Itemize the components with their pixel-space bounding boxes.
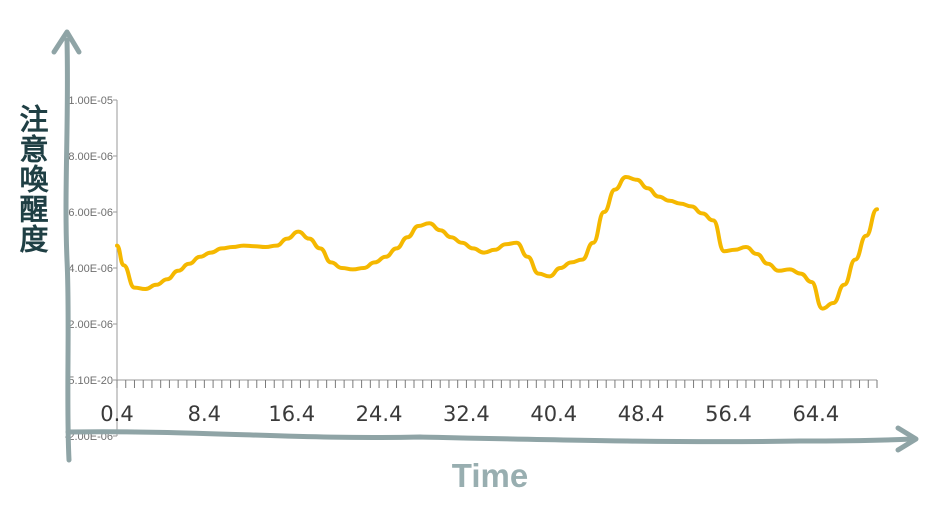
y-tick-label: 4.00E-06 xyxy=(68,263,113,275)
y-tick-label: 5.10E-20 xyxy=(68,375,113,387)
axes-layer: 1.00E-05 8.00E-06 6.00E-06 4.00E-06 2.00E-06… xyxy=(65,95,878,443)
y-tick-label: 2.00E-06 xyxy=(68,319,113,331)
x-arrow-shaft xyxy=(65,429,915,445)
series-line xyxy=(115,175,879,311)
x-tick-label: 24.4 xyxy=(356,402,403,426)
x-arrowhead xyxy=(895,425,919,453)
x-tick-label: 16.4 xyxy=(268,402,315,426)
x-tick-label: 32.4 xyxy=(443,402,490,426)
y-tick-label: 8.00E-06 xyxy=(68,151,113,163)
y-arrowhead xyxy=(51,29,82,55)
x-tick-label: 56.4 xyxy=(705,402,752,426)
x-tick-label: 0.4 xyxy=(100,402,133,426)
x-tick-label: 40.4 xyxy=(530,402,577,426)
series-layer xyxy=(115,175,879,311)
y-axis-label: 注意喚醒度 xyxy=(15,104,49,254)
hand-drawn-arrows xyxy=(51,29,919,463)
y-tick-label: 1.00E-05 xyxy=(68,95,113,107)
y-tick-label: 6.00E-06 xyxy=(68,207,113,219)
x-tick-label: 48.4 xyxy=(618,402,665,426)
x-axis-label: Time xyxy=(451,457,529,494)
x-tick-label: 64.4 xyxy=(792,402,839,426)
x-tick-label: 8.4 xyxy=(188,402,221,426)
y-arrow-shaft xyxy=(63,37,72,463)
